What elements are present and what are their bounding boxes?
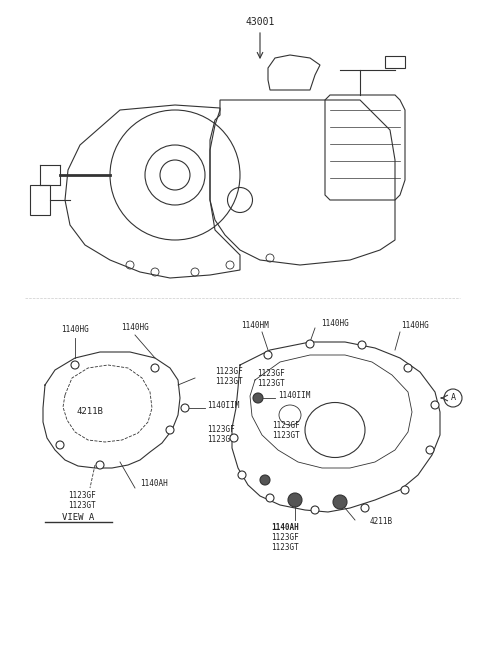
Circle shape (306, 340, 314, 348)
Circle shape (401, 486, 409, 494)
Polygon shape (43, 352, 180, 468)
Circle shape (71, 361, 79, 369)
Text: 4211B: 4211B (77, 407, 103, 417)
Text: 1123GF: 1123GF (272, 420, 300, 430)
Circle shape (333, 495, 347, 509)
Circle shape (358, 341, 366, 349)
Circle shape (404, 364, 412, 372)
Circle shape (260, 475, 270, 485)
Text: 1140IIM: 1140IIM (207, 401, 240, 409)
Polygon shape (232, 342, 440, 512)
Text: 1140HG: 1140HG (321, 319, 349, 327)
Text: 1140HG: 1140HG (61, 325, 89, 334)
Text: 1123GT: 1123GT (68, 501, 96, 510)
Text: A: A (451, 394, 456, 403)
Text: 1123GF: 1123GF (257, 369, 285, 378)
Circle shape (96, 461, 104, 469)
Text: 1123GT: 1123GT (207, 436, 235, 445)
Circle shape (56, 441, 64, 449)
Text: 4211B: 4211B (370, 518, 393, 526)
Text: 1140AH: 1140AH (140, 480, 168, 489)
Text: 1140IIM: 1140IIM (278, 390, 311, 399)
Circle shape (151, 364, 159, 372)
Circle shape (311, 506, 319, 514)
Text: 1123GT: 1123GT (271, 543, 299, 553)
Text: 1140HM: 1140HM (241, 321, 269, 330)
Text: 1123GT: 1123GT (257, 378, 285, 388)
Text: 43001: 43001 (245, 17, 275, 27)
Text: 1140HG: 1140HG (121, 323, 149, 332)
Text: 1140HG: 1140HG (401, 321, 429, 330)
Text: 1123GF: 1123GF (68, 491, 96, 501)
Text: VIEW A: VIEW A (62, 514, 94, 522)
Circle shape (426, 446, 434, 454)
Text: 1123GF: 1123GF (207, 426, 235, 434)
Circle shape (361, 504, 369, 512)
Circle shape (431, 401, 439, 409)
Circle shape (266, 494, 274, 502)
Text: 1123GT: 1123GT (272, 430, 300, 440)
Circle shape (238, 471, 246, 479)
Text: 1123GT: 1123GT (215, 378, 243, 386)
Text: 1123GF: 1123GF (271, 533, 299, 543)
Text: 1140AH: 1140AH (271, 524, 299, 533)
Circle shape (181, 404, 189, 412)
Circle shape (264, 351, 272, 359)
Circle shape (166, 426, 174, 434)
Text: 1123GF: 1123GF (215, 367, 243, 376)
Circle shape (230, 434, 238, 442)
Circle shape (253, 393, 263, 403)
Circle shape (288, 493, 302, 507)
